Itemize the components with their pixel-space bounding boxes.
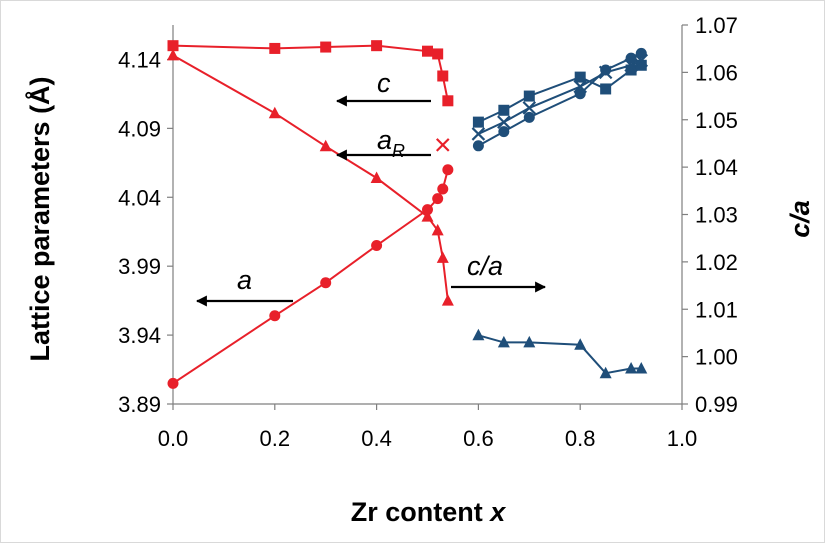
- y2-tick-label: 1.00: [695, 345, 738, 370]
- y-tick-label: 3.99: [118, 254, 161, 279]
- y-tick-label: 4.04: [118, 185, 161, 210]
- circle-point: [269, 310, 281, 322]
- circle-point: [371, 240, 383, 252]
- triangle-point: [635, 361, 648, 374]
- triangle-point: [167, 48, 179, 61]
- triangle-point: [436, 251, 449, 263]
- x-point: [497, 115, 511, 129]
- series-7-circle: [472, 47, 647, 152]
- x-point: [435, 138, 450, 152]
- y-tick-label: 4.09: [118, 116, 161, 141]
- triangle-point: [268, 106, 281, 119]
- y2-tick-label: 1.05: [695, 108, 738, 133]
- y2-tick-label: 1.01: [695, 297, 738, 322]
- triangle-point: [370, 171, 383, 183]
- y-tick-label: 3.89: [118, 392, 161, 417]
- x-tick-label: 0.6: [463, 426, 494, 451]
- square-point: [269, 42, 281, 54]
- triangle-point: [497, 335, 510, 348]
- y2-tick-label: 1.03: [695, 203, 738, 228]
- square-point: [574, 71, 586, 83]
- x-tick-label: 0.4: [361, 426, 392, 451]
- x-point: [522, 101, 537, 115]
- triangle-point: [472, 328, 485, 341]
- square-point: [523, 90, 535, 102]
- y-axis-title: Lattice parameters (Å): [24, 76, 55, 361]
- circle-point: [625, 52, 637, 64]
- x-tick-label: 0.8: [565, 426, 596, 451]
- triangle-point: [421, 210, 434, 222]
- y2-tick-label: 1.07: [695, 13, 738, 38]
- annotation-aR-main: a: [377, 125, 392, 155]
- annotation-c: c: [377, 68, 391, 98]
- y2-tick-label: 1.06: [695, 60, 738, 85]
- square-point: [625, 64, 637, 76]
- annotation-aR: aR: [377, 125, 405, 161]
- square-point: [442, 95, 454, 107]
- series-line: [172, 44, 449, 102]
- triangle-point: [625, 361, 638, 374]
- x-axis-title-main: Zr content: [351, 497, 491, 527]
- square-point: [371, 40, 383, 52]
- circle-point: [167, 377, 179, 389]
- series-1-square: [167, 40, 454, 107]
- circle-point: [574, 88, 586, 100]
- square-point: [422, 45, 433, 57]
- series-line: [172, 54, 449, 301]
- square-point: [437, 70, 449, 82]
- triangle-point: [431, 223, 444, 236]
- circle-point: [432, 193, 444, 205]
- y-tick-label: 4.14: [118, 47, 161, 72]
- circle-point: [523, 111, 535, 123]
- axes: 0.0 0.2 0.4 0.6 0.8 1.0 3.89 3.94 3.99 4.04 4.09 4.…: [118, 13, 738, 451]
- annotations: c aR a c/a: [195, 68, 547, 307]
- series-3-circle: [167, 164, 454, 389]
- x-axis-title-variable: x: [488, 497, 506, 527]
- square-point: [498, 104, 510, 116]
- y2-axis-title: c/a: [785, 200, 815, 238]
- triangle-point: [523, 335, 536, 348]
- circle-point: [635, 47, 647, 59]
- y2-tick-label: 1.04: [695, 155, 738, 180]
- series-8-triangle: [472, 328, 648, 379]
- circle-point: [472, 140, 484, 152]
- series-2-triangle: [167, 48, 454, 306]
- circle-point: [320, 277, 332, 289]
- x-point: [471, 127, 486, 141]
- circle-point: [442, 164, 454, 176]
- annotation-a: a: [237, 265, 252, 295]
- x-tick-label: 0.2: [260, 426, 291, 451]
- series-4-x: [435, 138, 450, 152]
- square-point: [635, 59, 647, 71]
- circle-point: [422, 204, 433, 216]
- x-axis-title: Zr content x: [351, 497, 507, 527]
- square-point: [167, 40, 179, 52]
- series-6-x: [471, 53, 649, 141]
- triangle-point: [574, 338, 587, 350]
- circle-point: [600, 64, 612, 76]
- square-point: [432, 48, 444, 60]
- x-tick-label: 1.0: [667, 426, 698, 451]
- series-5-square: [472, 59, 647, 128]
- axis-titles: Lattice parameters (Å) c/a Zr content x: [24, 76, 815, 527]
- y-tick-label: 3.94: [118, 323, 161, 348]
- circle-point: [498, 126, 510, 138]
- triangle-point: [319, 139, 332, 152]
- triangle-point: [441, 294, 454, 306]
- triangle-point: [599, 366, 612, 379]
- circle-point: [437, 183, 449, 195]
- x-tick-label: 0.0: [158, 426, 189, 451]
- square-point: [472, 116, 484, 128]
- square-point: [320, 41, 332, 53]
- y2-tick-label: 0.99: [695, 392, 738, 417]
- square-point: [600, 83, 612, 95]
- series-layer: [167, 40, 649, 389]
- y2-tick-label: 1.02: [695, 250, 738, 275]
- annotation-aR-subscript: R: [392, 141, 405, 161]
- annotation-ca: c/a: [467, 251, 503, 281]
